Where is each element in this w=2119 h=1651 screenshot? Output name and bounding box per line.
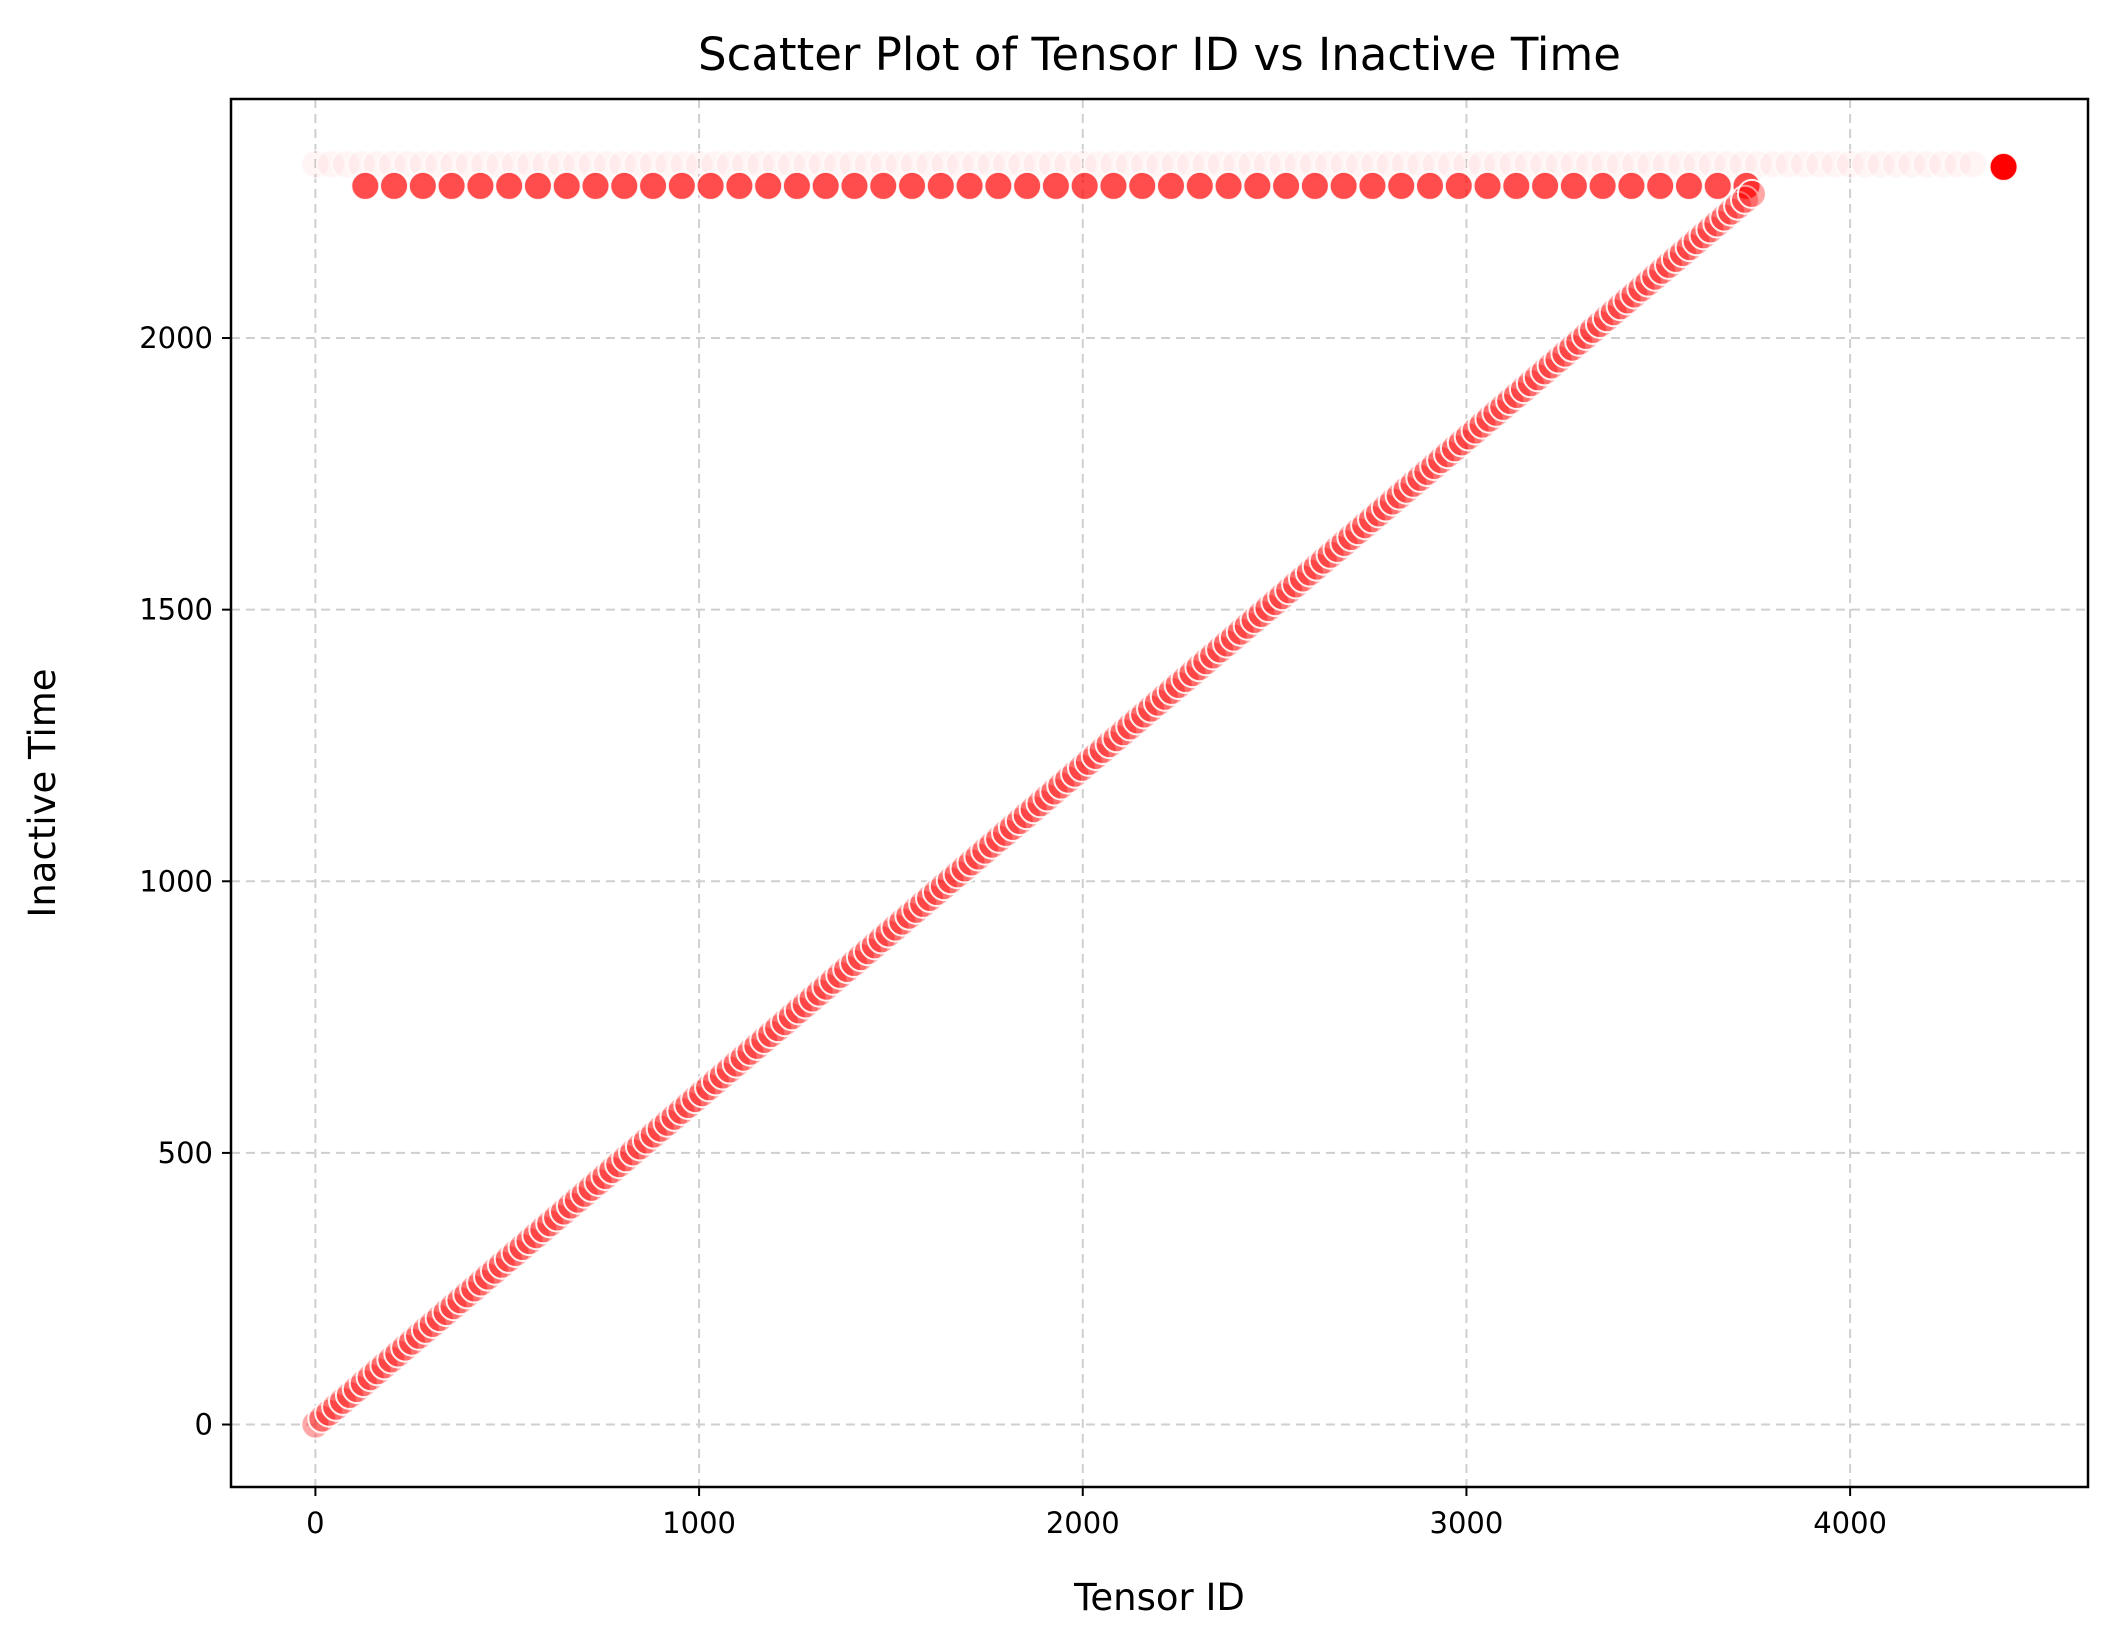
scatter-point: [423, 149, 454, 180]
scatter-point: [1113, 149, 1144, 180]
scatter-point: [1616, 170, 1647, 201]
scatter-point: [954, 170, 985, 201]
scatter-point: [1804, 149, 1835, 180]
scatter-point: [551, 170, 582, 201]
chart-title: Scatter Plot of Tensor ID vs Inactive Ti…: [698, 28, 1621, 81]
scatter-point: [1127, 170, 1158, 201]
scatter-point: [753, 170, 784, 201]
scatter-point: [852, 149, 883, 180]
y-tick-label: 1500: [139, 593, 213, 627]
x-tick-label: 3000: [1430, 1506, 1504, 1540]
scatter-point: [1927, 149, 1958, 180]
x-tick-label: 1000: [662, 1506, 736, 1540]
scatter-point: [1881, 149, 1912, 180]
scatter-point: [1386, 170, 1417, 201]
scatter-point: [1896, 149, 1927, 180]
scatter-point: [1344, 149, 1375, 180]
y-axis-title: Inactive Time: [21, 668, 64, 917]
scatter-point: [522, 170, 553, 201]
scatter-point: [1328, 170, 1359, 201]
scatter-point: [494, 170, 525, 201]
scatter-point: [1736, 178, 1767, 209]
scatter-point: [1957, 149, 1988, 180]
scatter-point: [315, 149, 346, 180]
scatter-point: [1773, 149, 1804, 180]
scatter-point: [1357, 170, 1388, 201]
scatter-point: [1543, 149, 1574, 180]
scatter-point: [1012, 170, 1043, 201]
scatter-point: [781, 170, 812, 201]
scatter-point: [407, 170, 438, 201]
scatter-point: [638, 170, 669, 201]
scatter-point: [1758, 149, 1789, 180]
scatter-point: [1472, 170, 1503, 201]
x-axis-title: Tensor ID: [1073, 1576, 1245, 1619]
scatter-point: [1911, 149, 1942, 180]
scatter-point: [580, 170, 611, 201]
scatter-point: [1558, 170, 1589, 201]
data-points: [300, 149, 2019, 1440]
grid: [231, 99, 2088, 1487]
scatter-point: [331, 149, 362, 180]
scatter-point: [1789, 149, 1820, 180]
y-tick-label: 2000: [139, 321, 213, 355]
scatter-point: [1069, 170, 1100, 201]
scatter-point: [1835, 149, 1866, 180]
scatter-point: [1530, 170, 1561, 201]
scatter-point: [1040, 170, 1071, 201]
scatter-point: [1942, 149, 1973, 180]
scatter-point: [379, 170, 410, 201]
scatter-point: [1443, 170, 1474, 201]
scatter-point: [1414, 170, 1445, 201]
scatter-point: [1865, 149, 1896, 180]
scatter-point: [653, 149, 684, 180]
scatter-point: [883, 149, 914, 180]
scatter-point: [695, 170, 726, 201]
scatter-point: [925, 170, 956, 201]
scatter-point: [1299, 170, 1330, 201]
scatter-point: [1156, 170, 1187, 201]
scatter-point: [724, 170, 755, 201]
y-tick-label: 500: [158, 1136, 213, 1170]
scatter-point: [1850, 149, 1881, 180]
scatter-point: [1645, 170, 1676, 201]
scatter-point: [1242, 170, 1273, 201]
scatter-point: [1501, 170, 1532, 201]
scatter-point: [350, 170, 381, 201]
x-tick-label: 4000: [1813, 1506, 1887, 1540]
scatter-point: [465, 170, 496, 201]
y-tick-label: 0: [195, 1408, 213, 1442]
scatter-point: [897, 170, 928, 201]
scatter-point: [666, 170, 697, 201]
axis-ticks: 0 1000 2000 3000 4000 0 500 1000 1500 2000: [139, 321, 1887, 1540]
scatter-point: [868, 170, 899, 201]
scatter-point: [983, 170, 1014, 201]
scatter-point: [1271, 170, 1302, 201]
scatter-point: [839, 170, 870, 201]
scatter-point: [1587, 170, 1618, 201]
scatter-point: [1184, 170, 1215, 201]
plot-frame: [229, 97, 2090, 1489]
scatter-point-outlier: [1988, 151, 2019, 182]
x-tick-label: 0: [306, 1506, 324, 1540]
scatter-point: [1819, 149, 1850, 180]
scatter-point: [1083, 149, 1114, 180]
scatter-point: [1213, 170, 1244, 201]
scatter-point: [810, 170, 841, 201]
x-tick-label: 2000: [1046, 1506, 1120, 1540]
scatter-point: [622, 149, 653, 180]
scatter-point: [1098, 170, 1129, 201]
scatter-point: [300, 149, 331, 180]
scatter-point: [392, 149, 423, 180]
scatter-point: [1574, 149, 1605, 180]
y-tick-label: 1000: [139, 864, 213, 898]
scatter-point: [436, 170, 467, 201]
scatter-point: [1313, 149, 1344, 180]
scatter-point: [1673, 170, 1704, 201]
scatter-point: [609, 170, 640, 201]
